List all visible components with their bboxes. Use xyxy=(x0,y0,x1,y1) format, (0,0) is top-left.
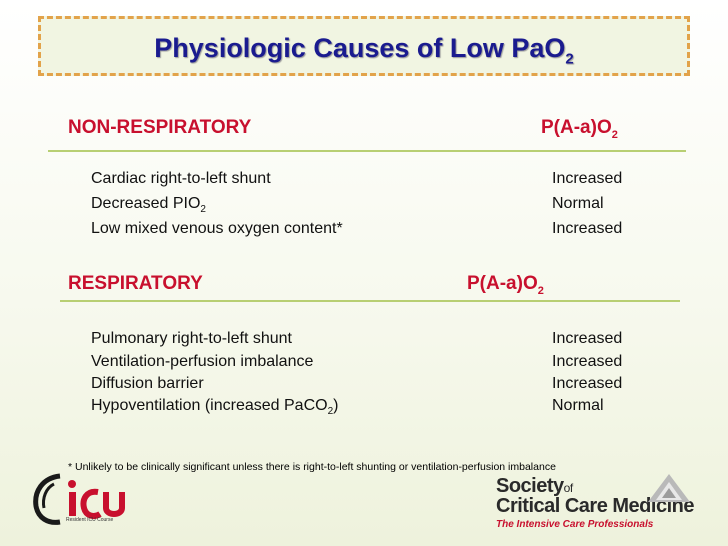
respiratory-divider xyxy=(60,300,680,302)
title-box: Physiologic Causes of Low PaO2 xyxy=(38,16,690,76)
non-respiratory-column-heading: P(A-a)O2 xyxy=(541,117,618,141)
slide-title: Physiologic Causes of Low PaO2 xyxy=(154,33,574,68)
respiratory-heading: RESPIRATORY xyxy=(68,273,203,294)
gradient-value: Increased xyxy=(552,375,623,392)
respiratory-column-heading: P(A-a)O2 xyxy=(467,273,544,297)
cause-label: Ventilation-perfusion imbalance xyxy=(91,353,314,370)
gradient-value: Increased xyxy=(552,170,623,187)
cause-label: Low mixed venous oxygen content* xyxy=(91,220,343,237)
cause-label: Cardiac right-to-left shunt xyxy=(91,170,271,187)
sccm-wordmark: Societyof Critical Care Medicine The Int… xyxy=(496,475,694,530)
cause-label: Hypoventilation (increased PaCO2) xyxy=(91,397,339,418)
icu-tagline: Resident ICU Course xyxy=(66,517,114,523)
icu-course-logo: Resident ICU Course xyxy=(30,470,140,530)
footnote: * Unlikely to be clinically significant … xyxy=(68,461,556,473)
gradient-value: Normal xyxy=(552,397,604,414)
cause-label: Decreased PIO2 xyxy=(91,195,206,216)
gradient-value: Increased xyxy=(552,220,623,237)
cause-label: Pulmonary right-to-left shunt xyxy=(91,330,292,347)
non-respiratory-divider xyxy=(48,150,686,152)
gradient-value: Normal xyxy=(552,195,604,212)
gradient-value: Increased xyxy=(552,330,623,347)
sccm-logo: Societyof Critical Care Medicine The Int… xyxy=(496,470,696,532)
icu-logo-mark-icon xyxy=(33,473,125,525)
sccm-triangle-icon xyxy=(648,474,690,502)
gradient-value: Increased xyxy=(552,353,623,370)
non-respiratory-heading: NON-RESPIRATORY xyxy=(68,117,252,138)
cause-label: Diffusion barrier xyxy=(91,375,204,392)
